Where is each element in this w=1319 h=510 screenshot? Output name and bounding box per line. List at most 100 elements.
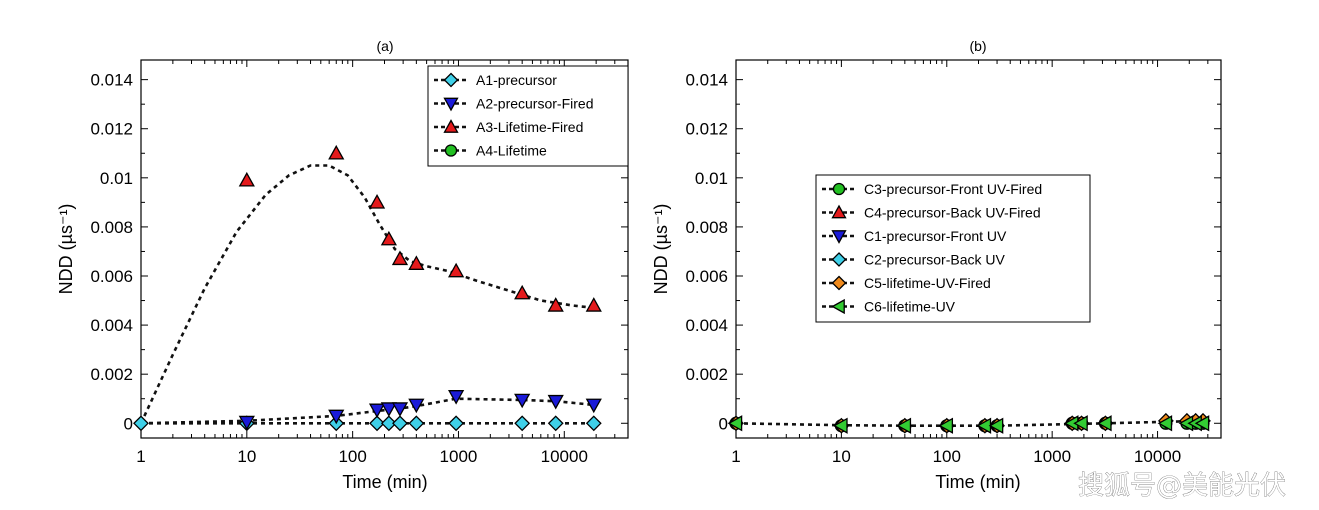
panel-a-title: (a) <box>376 38 393 54</box>
panel-a-xtick-label: 1 <box>136 447 145 466</box>
panel-a-point-1 <box>328 409 345 425</box>
panel-b-legend-label: C4-precursor-Back UV-Fired <box>864 205 1041 221</box>
panel-b-ticks: 1 10 100 1000 10000 0 0.002 0.004 0.006 0.008 0.01… <box>685 60 1222 466</box>
panel-b-legend-label: C5-lifetime-UV-Fired <box>864 275 991 291</box>
panel-a-legend-label: A1-precursor <box>476 72 557 88</box>
panel-a-point-0 <box>392 415 408 432</box>
panel-b-ytick-label: 0.012 <box>685 120 728 139</box>
panel-b-legend-label: C2-precursor-Back UV <box>864 252 1005 268</box>
panel-a-xtick-label: 1000 <box>440 447 478 466</box>
panel-b-ytick-label: 0.002 <box>685 365 728 384</box>
panel-a-ytick-label: 0.01 <box>100 169 133 188</box>
panel-a-point-0 <box>547 415 564 432</box>
panel-a-ytick-label: 0 <box>124 414 133 433</box>
panel-b-ytick-label: 0 <box>719 414 728 433</box>
panel-a-xlabel: Time (min) <box>342 472 427 492</box>
panel-a-xtick-label: 10000 <box>541 447 588 466</box>
panel-a-point-1 <box>585 398 602 414</box>
panel-a-point-1 <box>391 402 409 417</box>
panel-a-point-2 <box>448 262 465 278</box>
panel-a-ylabel: NDD (µs⁻¹) <box>56 204 76 295</box>
panel-a-plot <box>133 144 602 432</box>
panel-b-ytick-label: 0.014 <box>685 71 728 90</box>
panel-a-point-1 <box>448 390 465 405</box>
panel-a-legend-label: A3-Lifetime-Fired <box>476 119 583 135</box>
panel-a-xtick-label: 10 <box>237 447 256 466</box>
panel-b-xtick-label: 100 <box>933 447 961 466</box>
panel-a-point-2 <box>368 194 386 209</box>
panel-b-legend-marker <box>831 298 845 315</box>
panel-b-point-5 <box>1073 415 1088 432</box>
panel-b-ytick-label: 0.01 <box>695 169 728 188</box>
panel-a-point-2 <box>391 250 409 266</box>
panel-b-ylabel: NDD (µs⁻¹) <box>651 204 671 295</box>
panel-b-point-5 <box>938 417 954 434</box>
panel-b-ytick-label: 0.008 <box>685 218 728 237</box>
panel-b-legend-label: C3-precursor-Front UV-Fired <box>864 181 1042 197</box>
panel-b-point-5 <box>1097 415 1112 432</box>
watermark-text: 搜狐号@美能光伏 <box>1078 471 1286 501</box>
panel-a-legend-label: A2-precursor-Fired <box>476 96 593 112</box>
panel-a-ytick-label: 0.002 <box>90 365 133 384</box>
panel-b-ytick-label: 0.006 <box>685 267 728 286</box>
panel-a-point-1 <box>514 393 531 409</box>
panel-a-ytick-label: 0.006 <box>90 267 133 286</box>
panel-b-legend-label: C1-precursor-Front UV <box>864 228 1007 244</box>
panel-a-point-1 <box>547 394 564 410</box>
panel-a-point-0 <box>514 415 531 432</box>
panel-a-legend: A1-precursor A2-precursor-Fired A3-Lifetim… <box>427 65 629 167</box>
panel-a-point-2 <box>585 297 602 312</box>
panel-a-point-2 <box>380 230 397 246</box>
panel-b-legend-marker <box>831 230 847 244</box>
panel-b-plot <box>727 412 1211 434</box>
panel-a-point-0 <box>133 415 149 432</box>
panel-b-legend-marker <box>831 252 847 267</box>
panel-a-ticks: 1 10 100 1000 10000 0 0.002 0.004 0.006 0.008 0.01… <box>90 60 629 466</box>
panel-a-legend-label: A4-Lifetime <box>476 143 547 159</box>
panel-a-point-1 <box>368 403 386 419</box>
panel-b-title: (b) <box>969 38 986 54</box>
panel-a-legend-box <box>427 65 629 167</box>
panel-b-legend-box <box>815 174 1091 323</box>
panel-b-point-5 <box>988 417 1004 434</box>
panel-b-xlabel: Time (min) <box>935 472 1020 492</box>
panel-a-point-2 <box>408 255 425 270</box>
panel-b-xtick-label: 10000 <box>1134 447 1181 466</box>
panel-a-point-1 <box>408 398 425 414</box>
panel-a-ytick-label: 0.012 <box>90 120 133 139</box>
panel-b-legend: C3-precursor-Front UV-Fired C4-precursor-… <box>815 174 1091 323</box>
panel-a-fit-line-1 <box>140 397 594 425</box>
panel-a-point-2 <box>547 297 564 312</box>
panel-a-point-2 <box>238 171 255 187</box>
panel-a-point-2 <box>328 144 345 160</box>
panel-a-legend-marker <box>443 97 459 112</box>
panel-a-xtick-label: 100 <box>338 447 366 466</box>
panel-a-point-0 <box>369 415 385 432</box>
panel-a-legend-marker <box>443 119 459 133</box>
panel-a-point-0 <box>585 415 602 432</box>
panel-a-point-1 <box>380 402 397 417</box>
panel-a-point-2 <box>514 284 531 300</box>
panel-a-point-1 <box>238 415 255 431</box>
panel-a-ytick-label: 0.014 <box>90 71 133 90</box>
panel-b-fit-line-0 <box>735 419 1204 427</box>
panel-b-point-5 <box>896 417 912 434</box>
panel-a-ytick-label: 0.008 <box>90 218 133 237</box>
panel-b-point-5 <box>833 417 848 434</box>
panel-b-point-5 <box>727 415 743 432</box>
panel-a-legend-marker <box>443 72 459 88</box>
panel-a: (a) Time (min) NDD (µs⁻¹) 1 10 100 1000 1000… <box>56 38 629 492</box>
panel-b: (b) Time (min) NDD (µs⁻¹) 1 10 100 1000 1000… <box>651 38 1222 492</box>
panel-a-point-0 <box>380 415 397 432</box>
panel-b-legend-label: C6-lifetime-UV <box>864 299 956 315</box>
panel-b-legend-marker <box>831 204 847 219</box>
panel-b-legend-marker <box>831 275 847 291</box>
panel-a-point-0 <box>408 415 425 432</box>
panel-a-point-0 <box>448 415 465 432</box>
panel-b-xtick-label: 10 <box>832 447 851 466</box>
panel-b-point-5 <box>1157 415 1173 432</box>
panel-b-xtick-label: 1000 <box>1033 447 1071 466</box>
panel-a-legend-marker <box>444 144 458 157</box>
panel-b-legend-marker <box>832 182 846 196</box>
